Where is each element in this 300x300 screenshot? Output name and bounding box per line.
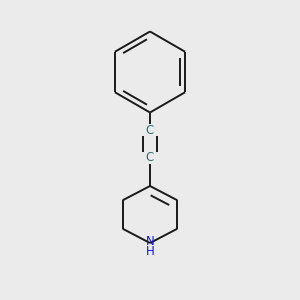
Text: N: N: [146, 235, 154, 248]
Text: C: C: [146, 124, 154, 137]
Text: H: H: [146, 245, 154, 258]
Text: C: C: [146, 151, 154, 164]
